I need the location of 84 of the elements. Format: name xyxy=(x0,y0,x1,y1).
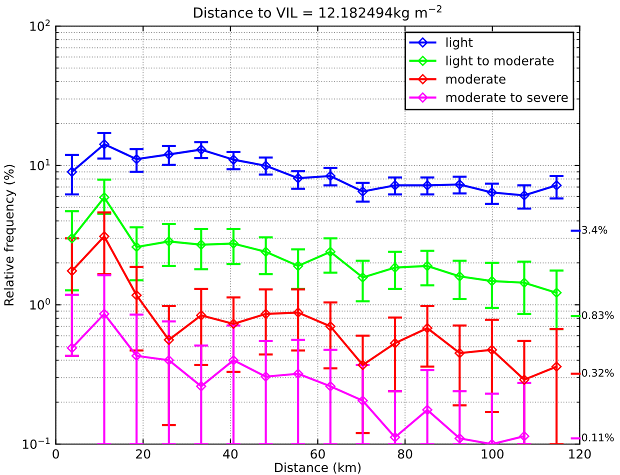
point xyxy=(551,362,562,372)
point xyxy=(519,374,530,385)
point xyxy=(454,433,465,444)
point xyxy=(131,350,142,361)
x-tick-label: 0 xyxy=(52,449,59,459)
point xyxy=(486,187,498,198)
point xyxy=(260,160,271,171)
point xyxy=(358,272,368,283)
point xyxy=(164,334,174,345)
point xyxy=(519,431,530,442)
point xyxy=(292,368,304,379)
x-tick-label: 20 xyxy=(136,449,150,459)
point xyxy=(519,278,530,288)
ref-line-label: 3.4% xyxy=(582,226,608,234)
x-tick-label: 120 xyxy=(569,449,591,459)
point xyxy=(422,404,432,416)
point xyxy=(486,276,498,286)
point xyxy=(99,139,110,150)
point xyxy=(131,242,142,252)
point xyxy=(358,396,368,406)
x-tick-label: 60 xyxy=(310,449,325,459)
point xyxy=(228,318,239,329)
point xyxy=(99,231,110,242)
x-tick-label: 80 xyxy=(398,449,412,459)
ref-line-label: 0.32% xyxy=(582,368,614,377)
point xyxy=(228,154,239,165)
point xyxy=(422,260,432,272)
point xyxy=(66,166,78,177)
point xyxy=(390,338,400,348)
point xyxy=(422,323,432,334)
y-tick-label: 10$^{−1}$ xyxy=(22,438,50,449)
point xyxy=(196,310,206,320)
point xyxy=(228,355,239,366)
point xyxy=(390,180,400,190)
point xyxy=(196,381,206,392)
chart-title: Distance to VIL = 12.182494kg m$^{−2}$ xyxy=(194,5,442,21)
x-tick-label: 40 xyxy=(223,449,238,459)
point xyxy=(454,179,465,190)
point xyxy=(292,307,304,318)
point xyxy=(325,381,336,392)
point xyxy=(292,173,304,184)
point xyxy=(260,372,271,382)
point xyxy=(325,246,336,257)
point xyxy=(454,271,465,282)
point xyxy=(325,170,336,182)
point xyxy=(131,154,142,164)
point xyxy=(292,260,304,272)
legend-label: moderate to severe xyxy=(446,92,568,102)
point xyxy=(66,233,78,244)
ref-line-label: 0.11% xyxy=(582,434,614,442)
point xyxy=(164,355,174,366)
point xyxy=(486,344,498,355)
point xyxy=(164,236,174,247)
point xyxy=(454,348,465,358)
point xyxy=(131,290,142,300)
point xyxy=(519,190,530,200)
point xyxy=(260,246,271,257)
point xyxy=(164,149,174,160)
point xyxy=(390,262,400,273)
point xyxy=(196,240,206,250)
point xyxy=(325,321,336,332)
point xyxy=(260,308,271,320)
point xyxy=(422,180,432,190)
point xyxy=(99,308,110,320)
point xyxy=(551,180,562,190)
point xyxy=(228,238,239,249)
y-axis-title: Relative frequency (%) xyxy=(4,164,16,306)
point xyxy=(551,288,562,298)
point xyxy=(358,360,368,370)
point xyxy=(390,432,400,442)
y-tick-label: 10$^{1}$ xyxy=(30,158,50,170)
legend-label: light to moderate xyxy=(446,56,554,68)
point xyxy=(358,186,368,197)
y-tick-label: 10$^{0}$ xyxy=(30,298,50,310)
y-tick-label: 10$^{2}$ xyxy=(30,20,50,31)
legend-label: moderate xyxy=(446,74,506,84)
x-axis-title: Distance (km) xyxy=(275,462,361,474)
ref-line-label: 0.83% xyxy=(582,311,614,320)
point xyxy=(66,342,78,354)
point xyxy=(196,144,206,155)
point xyxy=(66,266,78,276)
point xyxy=(99,192,110,202)
legend-label: light xyxy=(446,37,473,50)
x-tick-label: 100 xyxy=(482,449,504,459)
